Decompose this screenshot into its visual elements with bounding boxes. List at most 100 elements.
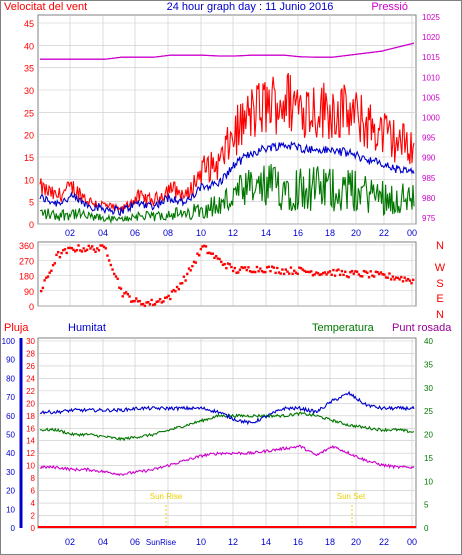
dir-point <box>240 265 243 269</box>
temp-tick: 15 <box>424 454 433 463</box>
bottom-x-tick: 12 <box>228 537 238 547</box>
dir-point <box>391 275 395 278</box>
dir-point <box>143 304 147 308</box>
dir-point <box>398 278 401 281</box>
wind-gust-series <box>39 72 415 212</box>
dir-point <box>359 274 362 278</box>
dir-point <box>179 282 182 285</box>
dir-point <box>260 269 264 273</box>
dir-point <box>364 270 367 273</box>
humidity-tick: 50 <box>6 431 15 440</box>
humidity-tick: 60 <box>6 412 15 421</box>
dir-point <box>67 246 70 250</box>
dir-point <box>203 244 206 248</box>
top-right-tick: 990 <box>422 154 436 163</box>
top-left-tick: 45 <box>24 19 34 29</box>
compass-n: N <box>436 240 444 252</box>
humidity-tick: 70 <box>6 393 15 402</box>
dir-point <box>247 266 250 269</box>
dir-point <box>90 245 94 248</box>
dir-point <box>114 275 118 278</box>
temp-tick: 40 <box>424 337 433 346</box>
dir-point <box>308 270 311 274</box>
dir-point <box>304 270 308 274</box>
dir-point <box>311 274 315 277</box>
dir-point <box>296 272 299 275</box>
dir-tick: 90 <box>24 287 34 297</box>
top-right-tick: 980 <box>422 194 436 203</box>
dir-point <box>79 249 82 252</box>
dir-point <box>412 278 415 282</box>
dir-point <box>109 263 113 267</box>
top-x-tick: 10 <box>196 228 206 238</box>
dir-point <box>376 270 379 274</box>
dir-point <box>337 268 340 271</box>
dir-point <box>274 271 277 275</box>
dir-point <box>56 250 60 254</box>
dir-point <box>84 249 87 253</box>
top-x-tick: 16 <box>293 228 303 238</box>
dir-point <box>301 268 304 271</box>
dir-point <box>328 270 332 273</box>
top-left-tick: 20 <box>24 131 34 141</box>
dir-point <box>327 271 330 274</box>
dir-point <box>233 266 237 270</box>
dir-point <box>121 295 124 298</box>
dir-point <box>276 266 279 270</box>
dir-point <box>245 268 248 272</box>
dir-point <box>189 269 192 272</box>
dir-point <box>220 260 223 264</box>
dir-point <box>225 266 228 270</box>
dir-point <box>165 296 169 299</box>
dir-point <box>208 251 211 255</box>
dir-point <box>248 269 252 273</box>
humidity-tick: 80 <box>6 374 15 383</box>
dir-tick: 180 <box>19 272 34 282</box>
dir-point <box>408 279 412 282</box>
dir-point <box>255 265 259 269</box>
rain-tick: 24 <box>26 374 35 383</box>
dir-point <box>194 261 197 264</box>
dir-point <box>405 279 408 282</box>
dir-point <box>58 255 62 259</box>
dir-point <box>338 273 342 277</box>
top-right-tick: 1000 <box>422 113 440 122</box>
dir-point <box>89 247 92 250</box>
compass-e: E <box>436 293 443 305</box>
dir-point <box>342 273 345 277</box>
dir-point <box>226 262 230 265</box>
dir-point <box>118 286 121 289</box>
dir-point <box>313 273 316 276</box>
dir-point <box>65 251 68 255</box>
dir-point <box>294 271 298 274</box>
temperature-label: Temperatura <box>312 322 375 334</box>
top-left-tick: 5 <box>29 198 34 208</box>
dir-point <box>242 266 245 270</box>
dir-point <box>126 293 130 296</box>
dir-point <box>106 254 109 257</box>
dir-point <box>410 281 413 285</box>
dir-point <box>279 272 282 275</box>
dir-point <box>92 248 96 251</box>
temp-tick: 5 <box>424 501 429 510</box>
dir-point <box>393 278 396 281</box>
dir-point <box>124 291 128 294</box>
dir-point <box>345 275 349 278</box>
dir-point <box>357 273 361 276</box>
dir-point <box>43 279 46 282</box>
top-x-tick: 20 <box>351 228 361 238</box>
temp-tick: 10 <box>424 477 433 486</box>
humidity-label: Humitat <box>68 322 106 334</box>
top-x-tick: 18 <box>325 228 335 238</box>
compass-w: W <box>435 262 446 274</box>
dir-point <box>214 254 218 258</box>
temp-tick: 35 <box>424 360 433 369</box>
dir-point <box>367 276 371 279</box>
dir-point <box>140 303 143 306</box>
dir-point <box>372 275 376 278</box>
dir-point <box>389 278 393 281</box>
wind-low-series <box>39 163 415 224</box>
header-wind-label: Velocitat del vent <box>4 1 87 13</box>
dir-point <box>264 270 267 274</box>
